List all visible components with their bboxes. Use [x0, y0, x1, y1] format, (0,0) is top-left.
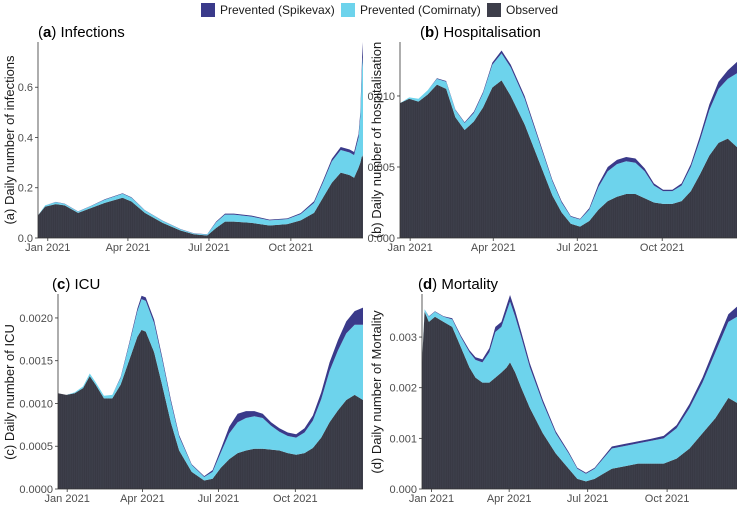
icu-area-observed [58, 329, 363, 489]
icu-x-tick-label: Oct 2021 [273, 493, 318, 505]
mortality-panel-title: (d) Mortality [418, 276, 499, 293]
mortality-y-tick-label: 0.001 [389, 433, 417, 445]
panel-infections: 0.0 0.2 0.4 0.6 Jan 2021 Apr 2021 Jul 2021 Oct … [2, 24, 363, 254]
mortality-x-tick-label: Apr 2021 [487, 493, 532, 505]
infections-panel-title: (a) Infections [38, 24, 125, 41]
infections-y-axis-label: (a) Daily number of infections [2, 55, 17, 225]
mortality-x-tick-label: Jul 2021 [567, 493, 609, 505]
icu-area-prevented-comirnaty [58, 299, 363, 481]
icu-y-tick-label: 0.0020 [19, 313, 53, 325]
legend-item-observed: Observed [487, 3, 558, 17]
legend-label-observed: Observed [506, 3, 558, 17]
mortality-area-observed [422, 311, 737, 489]
hospitalisation-y-tick-label: 0.005 [367, 162, 395, 174]
infections-y-tick-label: 0.4 [18, 132, 33, 144]
legend-swatch-comirnaty [341, 3, 355, 17]
hospitalisation-area-observed [400, 80, 737, 238]
panel-mortality: 0.000 0.001 0.002 0.003 Jan 2021 Apr 2021 Jul … [369, 276, 737, 505]
infections-panel-title-text: Infections [61, 24, 125, 41]
icu-x-tick-label: Jul 2021 [198, 493, 240, 505]
panel-icu: 0.0000 0.0005 0.0010 0.0015 0.0020 Jan 2021 Ap… [2, 276, 363, 505]
infections-panel-letter: a [43, 24, 52, 41]
infections-area-observed [38, 155, 363, 238]
mortality-y-axis-label: (d) Daily number of Mortality [369, 310, 384, 474]
infections-x-tick-label: Apr 2021 [106, 242, 151, 254]
icu-y-tick-label: 0.0015 [19, 356, 53, 368]
icu-x-tick-label: Apr 2021 [120, 493, 165, 505]
legend-item-spikevax: Prevented (Spikevax) [201, 3, 335, 17]
hospitalisation-panel-letter: b [425, 24, 434, 41]
hospitalisation-x-tick-label: Jul 2021 [556, 242, 598, 254]
hospitalisation-y-tick-label: 0.010 [367, 91, 395, 103]
icu-panel-title: (c) ICU [52, 276, 100, 293]
legend: Prevented (Spikevax) Prevented (Comirnat… [201, 3, 558, 17]
infections-y-tick-label: 0.2 [18, 183, 33, 195]
legend-swatch-spikevax [201, 3, 215, 17]
icu-panel-title-text: ICU [75, 276, 101, 293]
infections-y-tick-label: 0.0 [18, 233, 33, 245]
icu-x-tick-label: Jan 2021 [45, 493, 90, 505]
infections-x-tick-label: Jan 2021 [25, 242, 70, 254]
legend-item-comirnaty: Prevented (Comirnaty) [341, 3, 481, 17]
icu-y-tick-label: 0.0000 [19, 484, 53, 496]
icu-y-axis-label: (c) Daily number of ICU [2, 324, 17, 460]
infections-y-tick-label: 0.6 [18, 82, 33, 94]
hospitalisation-y-tick-label: 0.000 [367, 233, 395, 245]
panel-hospitalisation: 0.000 0.005 0.010 Jan 2021 Apr 2021 Jul 2021 O… [367, 24, 737, 254]
mortality-panel-title-text: Mortality [441, 276, 498, 293]
legend-label-comirnaty: Prevented (Comirnaty) [360, 3, 481, 17]
mortality-panel-letter: d [423, 276, 432, 293]
mortality-x-tick-label: Jan 2021 [409, 493, 454, 505]
mortality-y-tick-label: 0.002 [389, 383, 417, 395]
mortality-area-prevented-comirnaty [422, 301, 737, 482]
mortality-y-tick-label: 0.000 [389, 484, 417, 496]
mortality-y-tick-label: 0.003 [389, 332, 417, 344]
hospitalisation-area-prevented-comirnaty [400, 53, 737, 227]
mortality-x-tick-label: Oct 2021 [645, 493, 690, 505]
hospitalisation-x-tick-label: Oct 2021 [640, 242, 685, 254]
infections-x-tick-label: Jul 2021 [188, 242, 230, 254]
infections-x-tick-label: Oct 2021 [269, 242, 314, 254]
hospitalisation-panel-title-text: Hospitalisation [443, 24, 541, 41]
hospitalisation-x-tick-label: Jan 2021 [388, 242, 433, 254]
hospitalisation-x-tick-label: Apr 2021 [471, 242, 516, 254]
icu-y-tick-label: 0.0010 [19, 398, 53, 410]
icu-panel-letter: c [57, 276, 65, 293]
hospitalisation-panel-title: (b) Hospitalisation [420, 24, 541, 41]
legend-swatch-observed [487, 3, 501, 17]
icu-y-tick-label: 0.0005 [19, 441, 53, 453]
legend-label-spikevax: Prevented (Spikevax) [220, 3, 335, 17]
hospitalisation-y-axis-label: (b) Daily number of hospitalisation [369, 42, 384, 239]
